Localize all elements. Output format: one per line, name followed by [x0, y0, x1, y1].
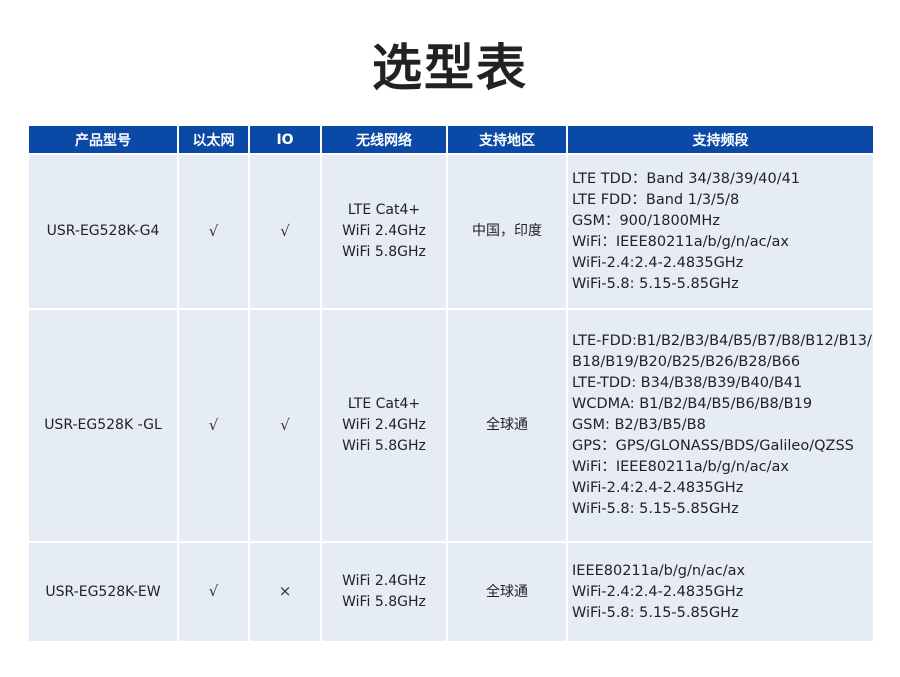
io-support-mark: ×	[278, 582, 292, 600]
band-line: LTE TDD：Band 34/38/39/40/41	[572, 170, 801, 187]
model-cell: USR-EG528K-EW	[29, 543, 177, 641]
io-support-mark: √	[280, 221, 290, 240]
band-line: WiFi-2.4:2.4-2.4835GHz	[572, 480, 744, 496]
band-line: LTE-TDD: B34/B38/B39/B40/B41	[572, 375, 803, 391]
band-line: WiFi-2.4:2.4-2.4835GHz	[572, 583, 744, 600]
header-ethernet: 以太网	[179, 126, 248, 153]
selection-table: 产品型号 以太网 IO 无线网络 支持地区 支持频段 USR-EG528K-G4…	[27, 124, 875, 643]
header-model: 产品型号	[29, 126, 177, 153]
header-region: 支持地区	[448, 126, 566, 153]
ethernet-support-mark: √	[208, 221, 219, 240]
wireless-cell: WiFi 2.4GHz WiFi 5.8GHz	[322, 543, 446, 641]
wireless-item: WiFi 2.4GHz	[342, 573, 426, 589]
bands-cell: LTE-FDD:B1/B2/B3/B4/B5/B7/B8/B12/B13/B18…	[568, 310, 873, 541]
band-line: IEEE80211a/b/g/n/ac/ax	[572, 562, 746, 579]
table-row: USR-EG528K-EW √ × WiFi 2.4GHz WiFi 5.8GHz 全球通…	[29, 543, 873, 641]
header-wireless: 无线网络	[322, 126, 446, 153]
region: 全球通	[486, 583, 528, 600]
ethernet-support-mark: √	[208, 415, 219, 434]
region-cell: 中国，印度	[448, 155, 566, 308]
band-line: LTE-FDD:B1/B2/B3/B4/B5/B7/B8/B12/B13/	[572, 333, 872, 349]
io-support-mark: √	[280, 415, 290, 434]
band-line: WiFi-5.8: 5.15-5.85GHz	[572, 275, 739, 292]
model-cell: USR-EG528K-G4	[29, 155, 177, 308]
table-row: USR-EG528K -GL √ √ LTE Cat4+ WiFi 2.4GHz WiFi…	[29, 310, 873, 541]
band-line: B18/B19/B20/B25/B26/B28/B66	[572, 354, 801, 370]
region-cell: 全球通	[448, 543, 566, 641]
io-cell: √	[250, 310, 320, 541]
band-line: WiFi-5.8: 5.15-5.85GHz	[572, 501, 739, 517]
wireless-item: WiFi 5.8GHz	[342, 244, 426, 260]
region-cell: 全球通	[448, 310, 566, 541]
band-line: WiFi：IEEE80211a/b/g/n/ac/ax	[572, 233, 789, 250]
table-header-row: 产品型号 以太网 IO 无线网络 支持地区 支持频段	[29, 126, 873, 153]
wireless-cell: LTE Cat4+ WiFi 2.4GHz WiFi 5.8GHz	[322, 310, 446, 541]
header-bands: 支持频段	[568, 126, 873, 153]
page-title: 选型表	[372, 39, 528, 97]
band-line: WiFi：IEEE80211a/b/g/n/ac/ax	[572, 459, 789, 475]
band-line: GSM：900/1800MHz	[572, 212, 720, 229]
bands-cell: IEEE80211a/b/g/n/ac/ax WiFi-2.4:2.4-2.483…	[568, 543, 873, 641]
wireless-cell: LTE Cat4+ WiFi 2.4GHz WiFi 5.8GHz	[322, 155, 446, 308]
band-line: GSM: B2/B3/B5/B8	[572, 417, 706, 433]
wireless-item: WiFi 5.8GHz	[342, 594, 426, 610]
model-name: USR-EG528K-EW	[45, 583, 161, 600]
bands-cell: LTE TDD：Band 34/38/39/40/41 LTE FDD：Band …	[568, 155, 873, 308]
table-row: USR-EG528K-G4 √ √ LTE Cat4+ WiFi 2.4GHz WiFi …	[29, 155, 873, 308]
ethernet-cell: √	[179, 543, 248, 641]
wireless-item: LTE Cat4+	[347, 202, 421, 218]
wireless-item: WiFi 5.8GHz	[342, 438, 426, 454]
model-cell: USR-EG528K -GL	[29, 310, 177, 541]
band-line: GPS：GPS/GLONASS/BDS/Galileo/QZSS	[572, 438, 854, 454]
io-cell: ×	[250, 543, 320, 641]
ethernet-cell: √	[179, 310, 248, 541]
model-name: USR-EG528K -GL	[44, 417, 162, 433]
ethernet-cell: √	[179, 155, 248, 308]
wireless-item: WiFi 2.4GHz	[342, 223, 426, 239]
header-io: IO	[250, 126, 320, 153]
wireless-item: LTE Cat4+	[347, 396, 421, 412]
band-line: WCDMA: B1/B2/B4/B5/B6/B8/B19	[572, 396, 813, 412]
band-line: WiFi-5.8: 5.15-5.85GHz	[572, 604, 739, 621]
band-line: LTE FDD：Band 1/3/5/8	[572, 191, 740, 208]
region: 全球通	[486, 417, 528, 433]
ethernet-support-mark: √	[208, 582, 219, 600]
io-cell: √	[250, 155, 320, 308]
model-name: USR-EG528K-G4	[46, 223, 160, 239]
band-line: WiFi-2.4:2.4-2.4835GHz	[572, 254, 744, 271]
region: 中国，印度	[472, 223, 542, 239]
wireless-item: WiFi 2.4GHz	[342, 417, 426, 433]
